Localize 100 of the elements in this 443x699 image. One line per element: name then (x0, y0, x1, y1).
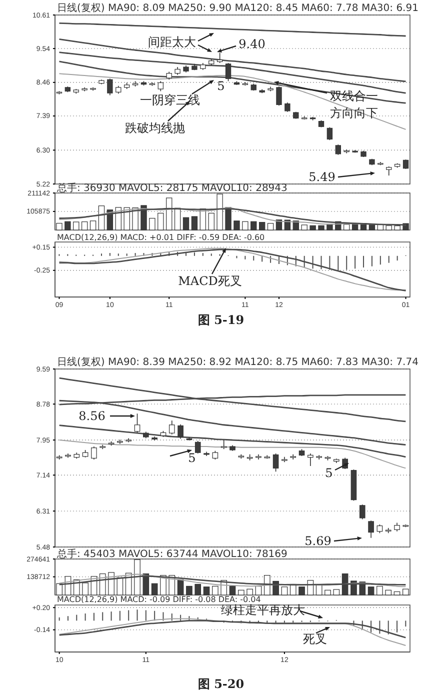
line-series (58, 440, 406, 469)
bar (182, 217, 190, 230)
annotation: 方向向下 (330, 106, 378, 120)
bar (225, 207, 232, 230)
annotation: MACD死叉 (178, 274, 242, 288)
bar (64, 221, 71, 230)
bar (352, 224, 358, 230)
bar (246, 588, 253, 596)
bar (333, 589, 340, 596)
bar (149, 218, 156, 230)
bar (310, 225, 316, 230)
candlestick (216, 52, 223, 64)
chart-subtitle: MACD(12,26,9) MACD: +0.01 DIFF: -0.59 DEA: -0.60 (57, 233, 265, 242)
caption: 图 5-20 (198, 677, 244, 691)
candlestick (158, 80, 164, 92)
chart-subtitle: MACD(12,26,9) MACD: -0.09 DIFF: -0.08 DEA: -0.04 (57, 595, 261, 604)
bar (203, 586, 210, 596)
candlestick (178, 424, 184, 440)
candlestick (91, 446, 97, 460)
bar (394, 225, 400, 230)
bar (191, 216, 198, 230)
bar (276, 220, 282, 230)
candlestick (335, 144, 341, 156)
chart-subtitle: 日线(复权) MA90: 8.09 MA250: 9.90 MA120: 8.45 MA60: 7.78 MA30: 6.91 (57, 2, 418, 14)
chart-subtitle: 总手: 45403 MAVOL5: 63744 MAVOL10: 78169 (56, 548, 288, 560)
candlestick (194, 440, 201, 454)
bar (212, 586, 218, 596)
bar (402, 588, 409, 596)
line-series (58, 377, 406, 422)
bar (368, 586, 374, 596)
bar (158, 212, 164, 230)
bar (344, 224, 350, 230)
bar (272, 580, 279, 596)
candlestick (368, 520, 374, 538)
line-series (58, 618, 406, 646)
bar (242, 221, 248, 230)
annotation: 5.49 (308, 170, 336, 184)
line-series (58, 60, 406, 104)
bar (73, 222, 80, 230)
bar (216, 194, 223, 230)
bar (134, 559, 140, 596)
bar (258, 222, 266, 230)
bar (385, 590, 392, 596)
candlestick (386, 166, 392, 176)
chart-subtitle: 日线(复权) MA90: 8.39 MA250: 8.92 MA120: 8.75 MA60: 7.83 MA30: 7.74 (57, 356, 418, 368)
bar (174, 208, 181, 230)
candlestick (276, 86, 282, 106)
bar (298, 586, 305, 596)
bar (194, 584, 202, 596)
annotation: 9.40 (238, 37, 266, 51)
bar (151, 583, 158, 596)
bar (394, 591, 400, 596)
bar (208, 212, 214, 230)
candlestick (225, 62, 232, 82)
caption: 图 5-19 (198, 313, 244, 327)
annotation: 5 (325, 466, 333, 480)
bar (376, 586, 383, 596)
bar (142, 573, 150, 596)
bar (324, 590, 331, 596)
bar (281, 586, 288, 596)
annotation: 间距太大 (148, 35, 196, 49)
bar (81, 221, 88, 230)
bar (82, 582, 88, 596)
annotation: 死叉 (303, 632, 327, 646)
candlestick (326, 126, 333, 141)
line-series (58, 22, 406, 37)
bar (284, 220, 291, 230)
annotation: 5 (188, 451, 196, 465)
line-series (58, 38, 406, 82)
candlestick (359, 504, 366, 520)
bar (108, 572, 114, 596)
candlestick (168, 420, 175, 435)
annotation: 5 (217, 79, 225, 93)
bar (238, 590, 244, 596)
annotation: 绿柱走平再放大 (221, 603, 305, 617)
candlestick (284, 102, 290, 112)
bar (316, 584, 322, 596)
bar (326, 224, 333, 230)
bar (177, 579, 184, 596)
annotation: 5.69 (304, 534, 332, 548)
candlestick (272, 453, 279, 472)
annotation: 跌破均线抛 (125, 121, 185, 135)
candlestick (402, 159, 409, 170)
bar (318, 225, 324, 230)
bar (98, 206, 105, 230)
bar (234, 220, 240, 230)
bar (90, 220, 96, 230)
annotation: 一阴穿三线 (140, 93, 200, 107)
chart-subtitle: 总手: 36930 MAVOL5: 28175 MAVOL10: 28943 (56, 182, 288, 194)
bar (267, 223, 274, 230)
bar (56, 222, 62, 230)
candlestick (220, 440, 227, 450)
bar (301, 224, 308, 230)
candlestick (107, 78, 113, 96)
bar (186, 586, 192, 596)
bar (250, 221, 257, 230)
annotation: 8.56 (78, 409, 106, 423)
bar (140, 205, 147, 230)
bar (56, 583, 62, 596)
bar (166, 198, 172, 230)
